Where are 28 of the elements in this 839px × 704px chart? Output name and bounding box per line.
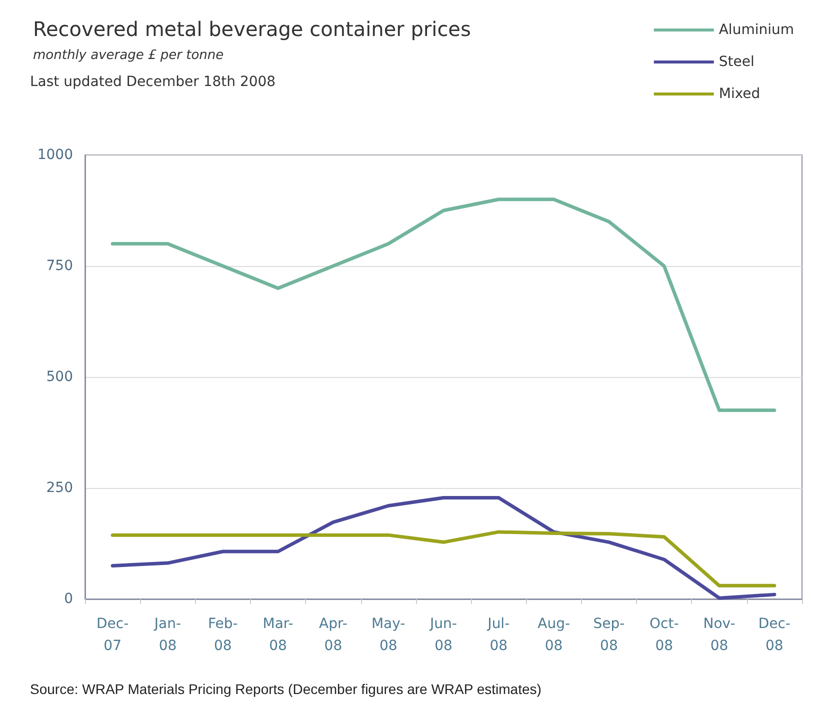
x-tick-label: Jul-08 (486, 616, 510, 654)
x-tick-label: Feb-08 (208, 616, 238, 654)
line-series (110, 198, 776, 412)
line-series (110, 530, 776, 588)
x-tick-label: Oct-08 (649, 616, 679, 654)
x-tick-label: Mar-08 (262, 616, 294, 654)
y-tick-label: 500 (46, 369, 73, 385)
chart-subtitle: monthly average £ per tonne (33, 48, 224, 63)
x-tick-label: Nov-08 (703, 616, 736, 654)
x-tick-label: Aug-08 (538, 616, 570, 654)
source-note: Source: WRAP Materials Pricing Reports (December figures are WRAP estimates) (30, 681, 542, 697)
legend-label: Mixed (718, 86, 760, 102)
x-tick-label: Apr-08 (318, 616, 348, 654)
chart-title: Recovered metal beverage container prices (33, 17, 471, 41)
y-tick-label: 1000 (37, 147, 73, 163)
y-tick-label: 0 (64, 591, 73, 607)
y-tick-label: 250 (46, 480, 73, 496)
x-tick-label: Dec-08 (758, 616, 790, 654)
y-tick-label: 750 (46, 258, 73, 274)
line-series (110, 496, 776, 600)
x-tick-label: Dec-07 (96, 616, 129, 654)
x-tick-label: Jan-08 (153, 616, 182, 654)
x-tick-label: Jun-08 (429, 616, 457, 654)
x-tick-label: Sep-08 (593, 616, 625, 654)
x-tick-label: May-08 (371, 616, 406, 654)
legend-label: Steel (718, 54, 754, 70)
legend-label: Aluminium (718, 22, 794, 38)
text: Last updated December 18th 2008 (30, 74, 276, 90)
